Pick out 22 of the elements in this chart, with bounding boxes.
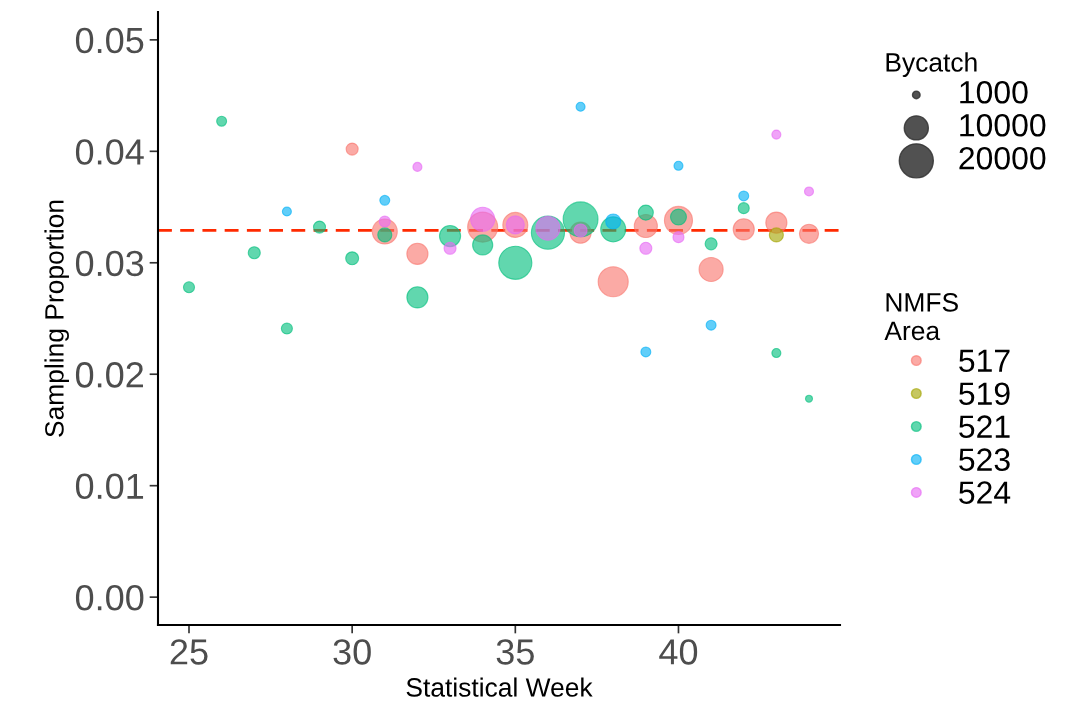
x-tick-label: 30 [333,639,371,665]
x-tick-label: 35 [496,639,534,665]
y-tick-label: 0.01 [75,473,144,500]
y-tick-label: 0.00 [75,585,144,611]
legend-title: NMFS Area [884,293,958,341]
y-tick-label: 0.02 [75,362,143,388]
legend-label: 524 [959,481,1011,504]
legend-label: 523 [959,448,1010,471]
x-tick-label: 25 [170,639,208,665]
y-axis-title: Sampling Proportion [44,200,69,437]
legend-label: 20000 [959,146,1046,170]
legend-label: 517 [959,349,1010,373]
legend-label: 521 [959,415,1010,438]
legend-label: 1000 [960,81,1028,104]
x-tick-label: 40 [659,639,698,665]
y-tick-label: 0.05 [75,27,144,54]
x-axis-title: Statistical Week [406,677,593,697]
y-tick-label: 0.04 [75,139,144,165]
legend-label: 519 [959,382,1010,406]
legend-label: 10000 [960,113,1046,137]
text: Bycatch [886,52,977,77]
y-tick-label: 0.03 [75,250,144,277]
